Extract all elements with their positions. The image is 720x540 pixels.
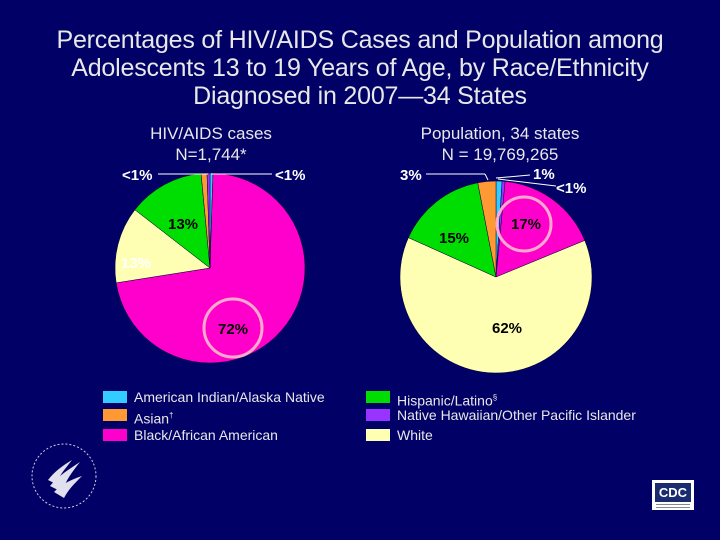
leader-line (484, 173, 489, 181)
legend-swatch (366, 409, 390, 421)
legend-swatch (366, 429, 390, 441)
footnote-mark: § (492, 393, 498, 402)
hhs-logo-icon (31, 443, 97, 509)
label-pop-aian: 1% (533, 166, 555, 183)
legend-label: White (397, 427, 433, 443)
highlight-ring-cases (202, 297, 264, 359)
pie-slice-white (399, 237, 593, 374)
pie-1-title-line-2: N=1,744* (175, 145, 247, 164)
pie-slice-native-hawaiian-other-pacific-islander (206, 172, 211, 269)
footnote-mark: † (169, 411, 174, 420)
legend-label: Asian (134, 410, 170, 427)
pie-slice-black-african-american (495, 181, 586, 278)
leader-line (497, 178, 557, 187)
title-line-1: Percentages of HIV/AIDS Cases and Popula… (56, 26, 664, 54)
label-pop-hispanic: 15% (439, 230, 469, 247)
label-cases-hispanic: 13% (168, 216, 198, 233)
label-pop-nhopi: <1% (556, 180, 586, 197)
chart-title: Percentages of HIV/AIDS Cases and Popula… (0, 26, 720, 110)
legend-swatch (366, 391, 390, 403)
legend-swatch (103, 409, 127, 421)
legend-label: American Indian/Alaska Native (134, 389, 325, 405)
legend-label: Black/African American (134, 427, 278, 443)
pie-slice-asian (477, 180, 497, 278)
pie-chart-population (399, 180, 593, 374)
title-line-2: Adolescents 13 to 19 Years of Age, by Ra… (71, 54, 649, 82)
pie-2-title-line-1: Population, 34 states (420, 124, 580, 143)
label-pop-black: 17% (511, 216, 541, 233)
legend-label: Native Hawaiian/Other Pacific Islander (397, 407, 636, 423)
annotations: <1% <1% 13% 13% 72% 3% 1% <1% 17% 15% 62… (121, 166, 586, 359)
pie-2-title: Population, 34 states N = 19,769,265 (400, 123, 600, 165)
pie-slice-hispanic-latino (408, 182, 497, 278)
legend-swatch (103, 391, 127, 403)
legend-label: Hispanic/Latino (397, 392, 493, 409)
leader-line (495, 174, 531, 179)
label-cases-white: 13% (121, 255, 151, 272)
pie-1-title-line-1: HIV/AIDS cases (150, 124, 272, 143)
label-cases-nhopi: <1% (275, 167, 305, 184)
legend-swatch (103, 429, 127, 441)
pie-slice-white (114, 209, 211, 284)
pie-2-title-line-2: N = 19,769,265 (441, 145, 559, 164)
pie-1-title: HIV/AIDS cases N=1,744* (131, 123, 291, 165)
label-pop-white: 62% (492, 320, 522, 337)
label-cases-black: 72% (218, 321, 248, 338)
cdc-logo: CDC (652, 480, 694, 510)
highlight-ring-population (495, 195, 553, 253)
cdc-logo-text: CDC (655, 483, 691, 502)
label-pop-asian: 3% (400, 167, 422, 184)
title-line-3: Diagnosed in 2007—34 States (193, 82, 527, 110)
label-cases-aian: <1% (122, 167, 152, 184)
